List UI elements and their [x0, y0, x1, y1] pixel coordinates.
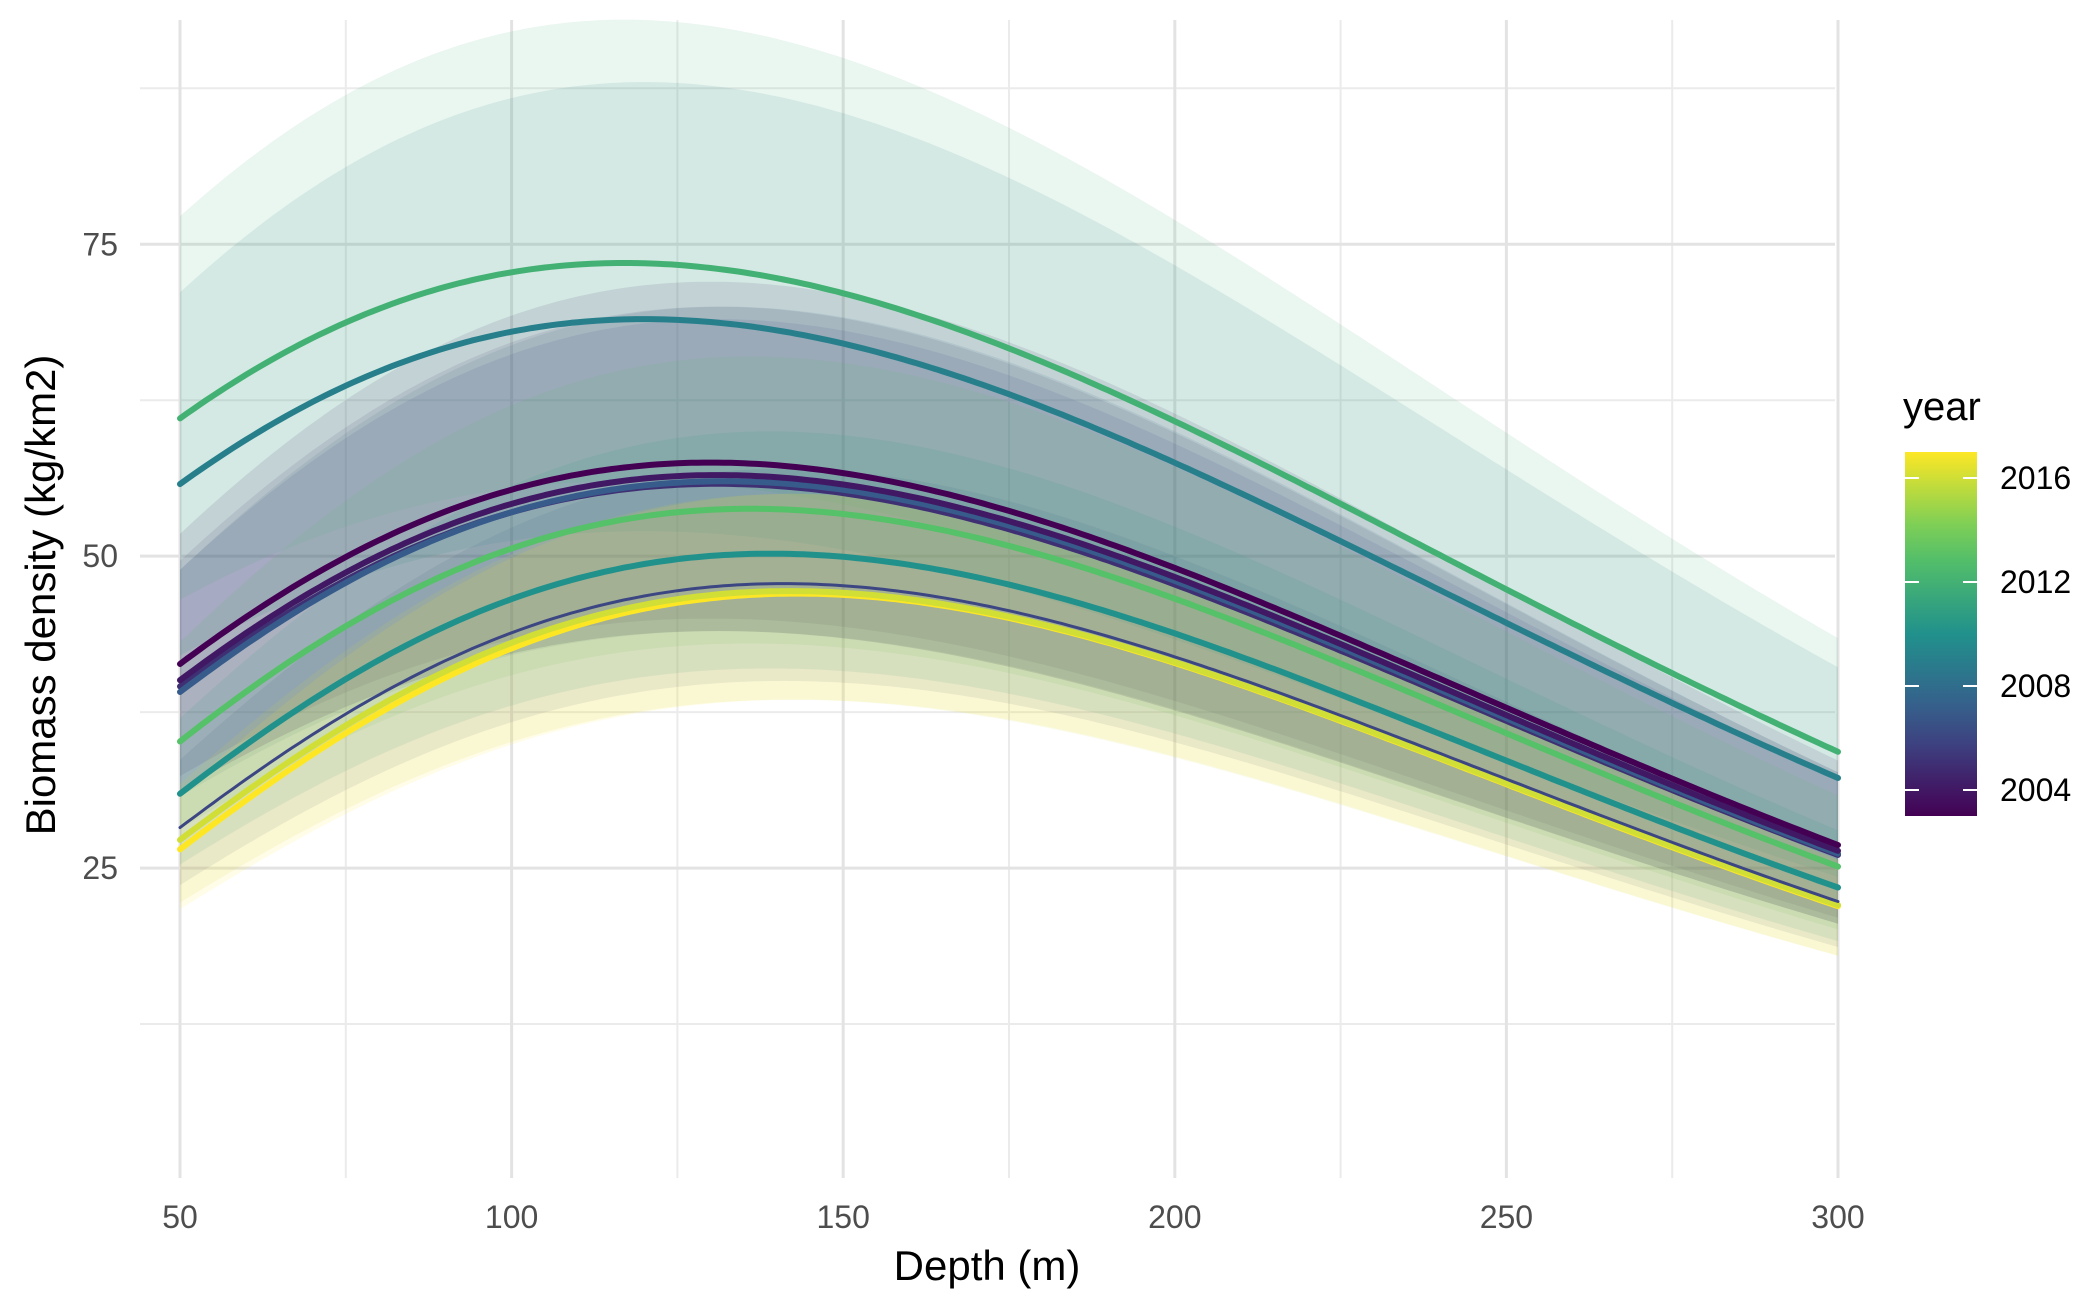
series-line-2003: [177, 459, 1841, 848]
grid-minor-lines: [140, 20, 1835, 1178]
ribbon-2016: [180, 493, 1838, 956]
y-tick-label: 75: [82, 226, 118, 262]
series-line-2016: [177, 588, 1841, 908]
series-line-2012: [177, 260, 1841, 755]
legend-ticks: 2004 2008 2012 2016: [1905, 460, 2071, 808]
x-axis-ticks: 50 100 150 200 250 300: [162, 1199, 1864, 1235]
series-line-2010: [177, 550, 1841, 891]
ribbon-2012: [180, 19, 1838, 854]
y-axis-ticks: 25 50 75: [82, 226, 118, 886]
legend-label: 2016: [2000, 460, 2071, 496]
x-tick-label: 300: [1811, 1199, 1864, 1235]
legend-label: 2004: [2000, 772, 2071, 808]
ribbon-2017: [180, 493, 1838, 956]
series-line-2004: [177, 472, 1841, 854]
legend-title: year: [1903, 385, 1981, 429]
y-axis-title: Biomass density (kg/km2): [17, 355, 64, 836]
series-line-2013: [177, 505, 1841, 870]
series-line-2006: [178, 582, 1840, 903]
legend-label: 2012: [2000, 564, 2071, 600]
x-tick-label: 50: [162, 1199, 198, 1235]
legend: year 2004 2008 2012 2016: [1903, 385, 2071, 816]
x-tick-label: 150: [817, 1199, 870, 1235]
y-tick-label: 50: [82, 538, 118, 574]
x-tick-label: 250: [1480, 1199, 1533, 1235]
ribbon-2010: [180, 431, 1838, 942]
series-line-2009: [177, 316, 1841, 781]
ribbon-2003: [180, 281, 1838, 918]
legend-colorbar: [1905, 452, 1977, 816]
ribbon-2013: [180, 356, 1838, 930]
x-tick-label: 200: [1148, 1199, 1201, 1235]
ribbon-2006: [180, 468, 1838, 947]
series-lines: [177, 260, 1841, 910]
x-tick-label: 100: [485, 1199, 538, 1235]
x-axis-title: Depth (m): [894, 1242, 1081, 1289]
legend-label: 2008: [2000, 668, 2071, 704]
y-tick-label: 25: [82, 850, 118, 886]
